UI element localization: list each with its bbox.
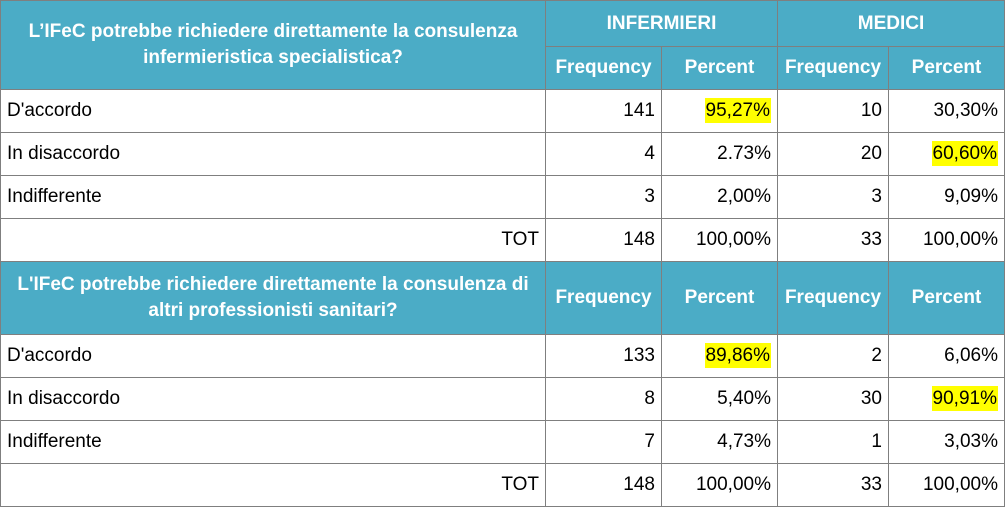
table-row: Indifferente 7 4,73% 1 3,03% [0,420,1005,464]
total-label: TOT [0,463,546,507]
table-row: Indifferente 3 2,00% 3 9,09% [0,175,1005,219]
inf-percent-cell: 4,73% [661,420,778,464]
col-header-med-percent: Percent [888,46,1005,90]
inf-percent-cell: 2,00% [661,175,778,219]
table-row: In disaccordo 4 2.73% 20 60,60% [0,132,1005,176]
row-label: D'accordo [0,89,546,133]
question-1-header: L’IFeC potrebbe richiedere direttamente … [0,0,546,90]
med-percent-cell: 6,06% [888,334,1005,378]
med-frequency-cell: 30 [777,377,889,421]
col-header-inf-frequency: Frequency [545,46,662,90]
inf-frequency-cell: 4 [545,132,662,176]
row-label: In disaccordo [0,132,546,176]
med-frequency-cell: 10 [777,89,889,133]
med-percent-cell: 100,00% [888,218,1005,262]
highlighted-value: 60,60% [931,141,998,166]
col-header-med-frequency: Frequency [777,261,889,335]
highlighted-value: 95,27% [704,98,771,123]
row-label: In disaccordo [0,377,546,421]
question-2-header: L'IFeC potrebbe richiedere direttamente … [0,261,546,335]
inf-frequency-cell: 8 [545,377,662,421]
med-frequency-cell: 33 [777,463,889,507]
inf-percent-cell: 100,00% [661,218,778,262]
inf-percent-cell: 100,00% [661,463,778,507]
inf-percent-cell: 2.73% [661,132,778,176]
med-percent-cell: 30,30% [888,89,1005,133]
med-frequency-cell: 1 [777,420,889,464]
row-label: Indifferente [0,175,546,219]
med-percent-cell: 9,09% [888,175,1005,219]
table-row: D'accordo 133 89,86% 2 6,06% [0,334,1005,378]
col-header-med-frequency: Frequency [777,46,889,90]
group-header-medici: MEDICI [777,0,1005,47]
med-frequency-cell: 20 [777,132,889,176]
med-percent-cell: 100,00% [888,463,1005,507]
inf-frequency-cell: 141 [545,89,662,133]
highlighted-value: 90,91% [931,386,998,411]
inf-frequency-cell: 7 [545,420,662,464]
inf-frequency-cell: 148 [545,463,662,507]
med-frequency-cell: 33 [777,218,889,262]
inf-percent-cell: 89,86% [661,334,778,378]
inf-frequency-cell: 3 [545,175,662,219]
med-frequency-cell: 2 [777,334,889,378]
inf-frequency-cell: 148 [545,218,662,262]
med-percent-cell: 60,60% [888,132,1005,176]
col-header-med-percent: Percent [888,261,1005,335]
group-header-infermieri: INFERMIERI [545,0,778,47]
total-label: TOT [0,218,546,262]
col-header-inf-percent: Percent [661,46,778,90]
med-frequency-cell: 3 [777,175,889,219]
frequency-table: L’IFeC potrebbe richiedere direttamente … [0,0,1005,507]
highlighted-value: 89,86% [704,343,771,368]
col-header-inf-percent: Percent [661,261,778,335]
col-header-inf-frequency: Frequency [545,261,662,335]
table-row: In disaccordo 8 5,40% 30 90,91% [0,377,1005,421]
total-row: TOT 148 100,00% 33 100,00% [0,463,1005,507]
table-row: D'accordo 141 95,27% 10 30,30% [0,89,1005,133]
inf-percent-cell: 5,40% [661,377,778,421]
inf-percent-cell: 95,27% [661,89,778,133]
row-label: D'accordo [0,334,546,378]
row-label: Indifferente [0,420,546,464]
total-row: TOT 148 100,00% 33 100,00% [0,218,1005,262]
inf-frequency-cell: 133 [545,334,662,378]
med-percent-cell: 3,03% [888,420,1005,464]
med-percent-cell: 90,91% [888,377,1005,421]
